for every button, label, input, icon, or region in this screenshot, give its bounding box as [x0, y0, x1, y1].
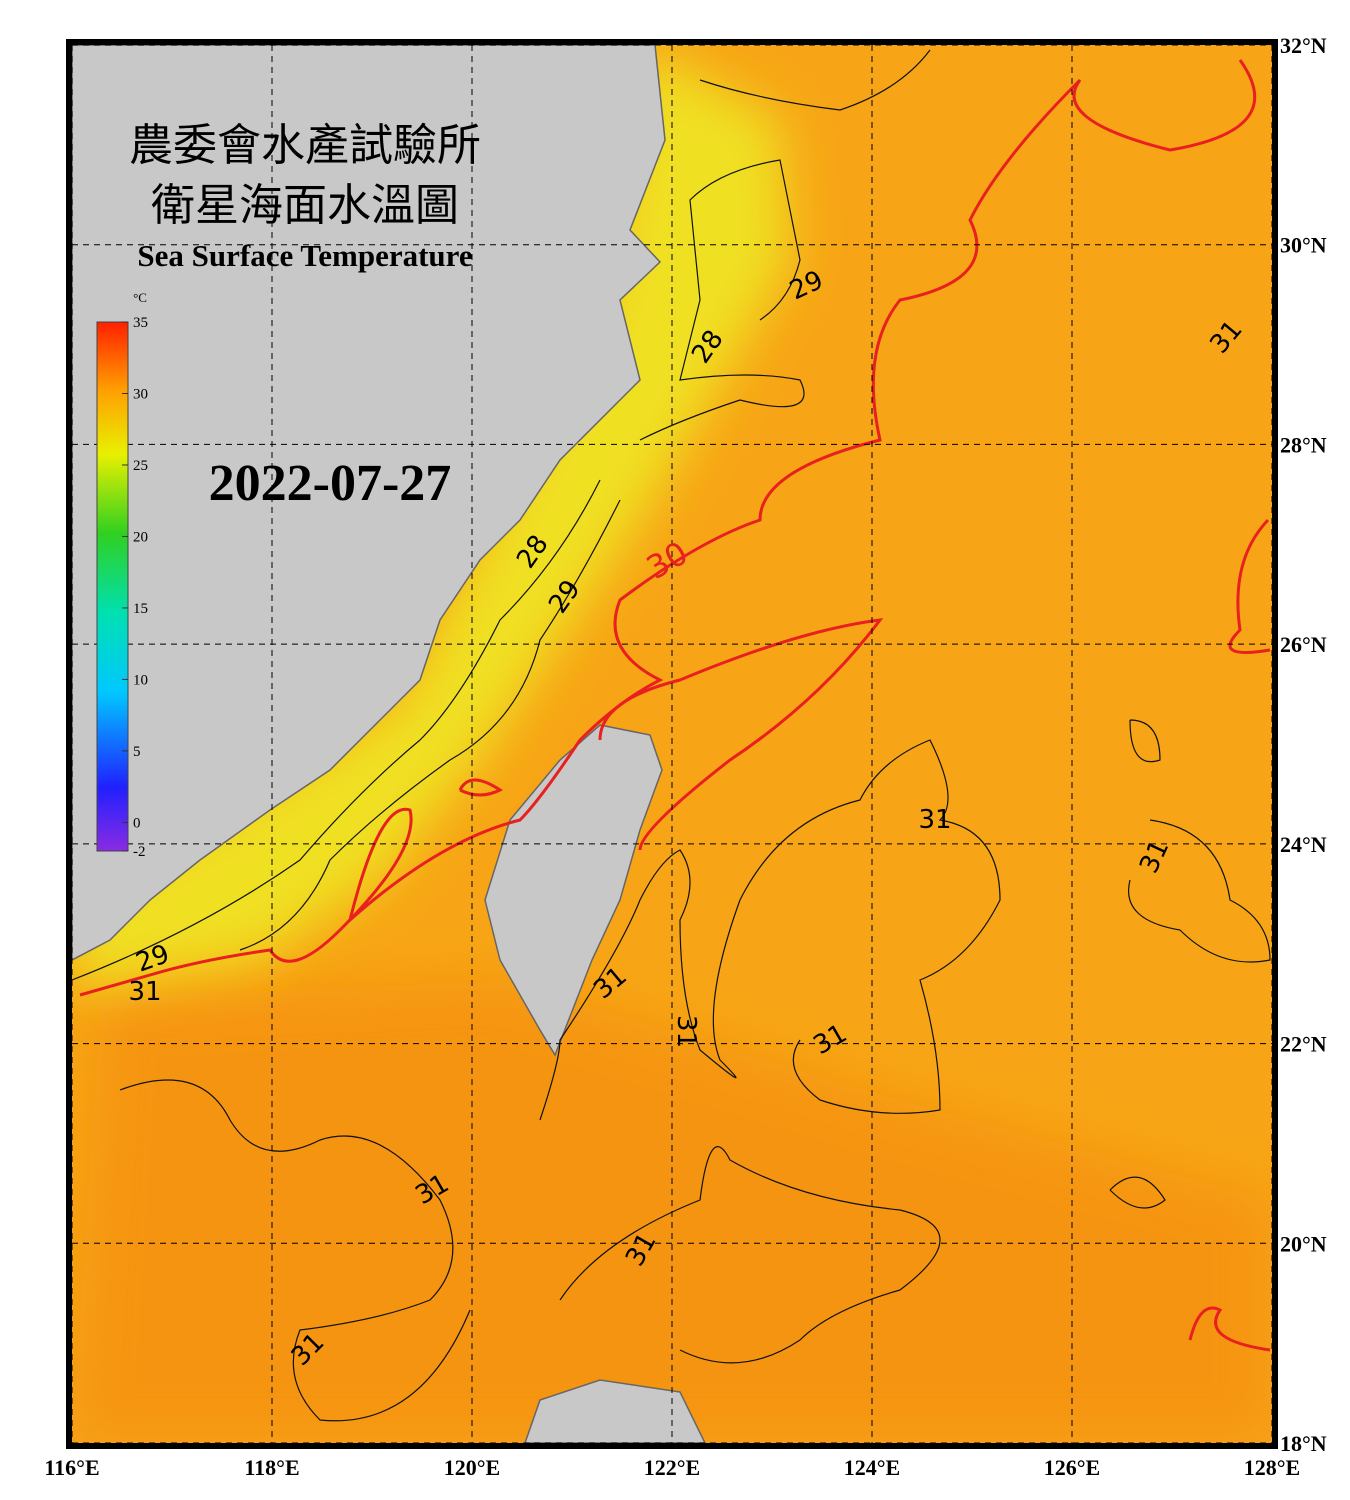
- y-tick-label: 20°N: [1280, 1231, 1327, 1256]
- y-tick-label: 32°N: [1280, 33, 1327, 58]
- y-tick-label: 24°N: [1280, 832, 1327, 857]
- x-tick-label: 124°E: [844, 1455, 900, 1480]
- contour-label: 31: [128, 977, 161, 1007]
- y-tick-label: 26°N: [1280, 632, 1327, 657]
- colorbar-tick-label: 15: [133, 601, 148, 617]
- x-tick-label: 116°E: [44, 1455, 99, 1480]
- y-tick-label: 28°N: [1280, 432, 1327, 457]
- colorbar-tick-label: -2: [133, 844, 146, 860]
- mainland-china: [72, 45, 666, 961]
- x-tick-label: 118°E: [244, 1455, 299, 1480]
- title-zh: 農委會水產試驗所: [129, 121, 481, 170]
- taiwan: [484, 724, 663, 1057]
- map-frame: [66, 39, 1278, 1449]
- colorbar-tick-label: 30: [133, 386, 148, 402]
- colorbar-tick-label: 0: [133, 815, 141, 831]
- title-en: Sea Surface Temperature: [137, 238, 472, 273]
- contour-label: 31: [918, 805, 951, 835]
- colorbar-tick-label: 35: [133, 315, 148, 331]
- colorbar: [96, 321, 129, 852]
- y-tick-label: 18°N: [1280, 1431, 1327, 1456]
- date: 2022-07-27: [209, 455, 452, 512]
- colorbar-unit: °C: [133, 290, 147, 305]
- x-tick-label: 120°E: [444, 1455, 500, 1480]
- contour-30: [79, 59, 1271, 1352]
- luzon: [524, 1379, 706, 1443]
- x-tick-label: 122°E: [644, 1455, 700, 1480]
- x-tick-label: 128°E: [1244, 1455, 1300, 1480]
- y-tick-label: 30°N: [1280, 233, 1327, 258]
- x-tick-label: 126°E: [1044, 1455, 1100, 1480]
- subtitle-zh: 衛星海面水溫圖: [151, 181, 459, 230]
- contour-label: 31: [671, 1015, 701, 1048]
- colorbar-tick-label: 20: [133, 529, 148, 545]
- colorbar-tick-label: 25: [133, 458, 148, 474]
- y-tick-label: 22°N: [1280, 1032, 1327, 1057]
- colorbar-tick-label: 5: [133, 744, 141, 760]
- colorbar-tick-label: 10: [133, 672, 148, 688]
- colorbar-ticks: 35 30 25 20 15 10 5 0 -2: [122, 315, 148, 860]
